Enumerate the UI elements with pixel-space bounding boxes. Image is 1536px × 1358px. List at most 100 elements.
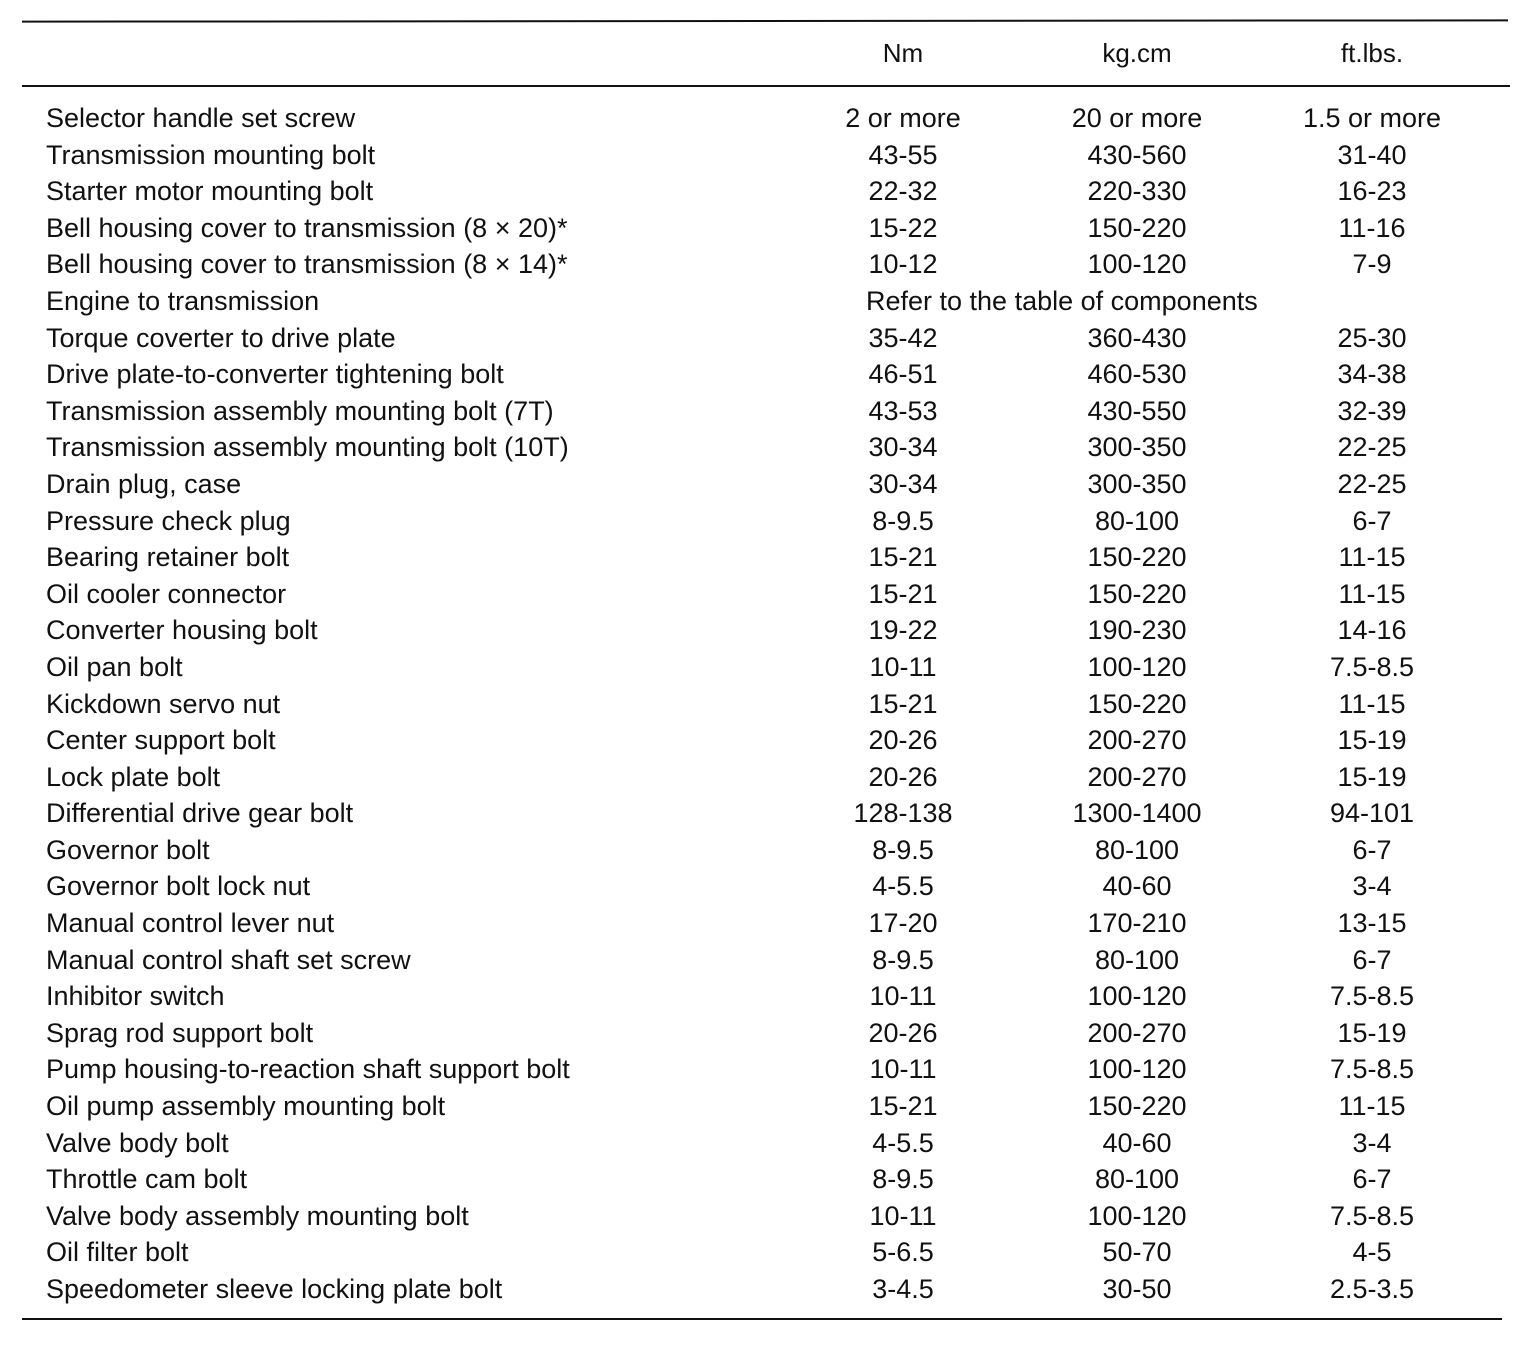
- header-divider-rule: [22, 85, 1510, 87]
- table-bottom-rule: [22, 1318, 1502, 1320]
- row-note: Refer to the table of components: [866, 285, 1258, 316]
- table-row: Kickdown servo nut 15-21 150-220 11-15: [0, 686, 1536, 723]
- cell-nm: 4-5.5: [872, 871, 934, 902]
- cell-ftlbs: 11-15: [1338, 578, 1406, 609]
- cell-ftlbs: 11-15: [1338, 1091, 1406, 1122]
- cell-kgcm: 150-220: [1087, 1091, 1187, 1122]
- cell-kgcm: 20 or more: [1071, 103, 1203, 133]
- row-label: Valve body assembly mounting bolt: [46, 1200, 469, 1231]
- table-row: Transmission assembly mounting bolt (7T)…: [0, 393, 1536, 430]
- table-row: Transmission mounting bolt 43-55 430-560 31…: [0, 137, 1536, 174]
- column-header-kgcm: kg.cm: [1102, 38, 1172, 68]
- row-label: Inhibitor switch: [46, 981, 225, 1012]
- row-label: Drain plug, case: [46, 468, 242, 499]
- cell-nm: 19-22: [868, 615, 938, 646]
- row-label: Sprag rod support bolt: [46, 1017, 314, 1048]
- cell-nm: 10-11: [869, 981, 937, 1012]
- cell-ftlbs: 3-4: [1352, 871, 1392, 902]
- cell-kgcm: 150-220: [1087, 542, 1187, 573]
- cell-nm: 8-9.5: [872, 944, 934, 975]
- cell-nm: 17-20: [868, 908, 938, 939]
- row-label: Starter motor mounting bolt: [46, 176, 374, 207]
- cell-nm: 30-34: [868, 468, 938, 499]
- cell-nm: 8-9.5: [872, 1164, 934, 1195]
- table-row: Governor bolt lock nut 4-5.5 40-60 3-4: [0, 868, 1536, 905]
- cell-nm: 43-53: [868, 395, 938, 426]
- cell-nm: 15-21: [868, 578, 938, 609]
- table-row: Oil filter bolt 5-6.5 50-70 4-5: [0, 1234, 1536, 1271]
- table-row: Starter motor mounting bolt 22-32 220-330 1…: [0, 173, 1536, 210]
- cell-ftlbs: 7.5-8.5: [1329, 981, 1415, 1012]
- cell-ftlbs: 6-7: [1352, 505, 1392, 536]
- row-label: Kickdown servo nut: [46, 688, 281, 719]
- cell-ftlbs: 32-39: [1337, 395, 1407, 426]
- row-label: Lock plate bolt: [46, 761, 221, 792]
- cell-kgcm: 150-220: [1087, 688, 1187, 719]
- table-row: Manual control lever nut 17-20 170-210 13-1…: [0, 905, 1536, 942]
- cell-nm: 20-26: [868, 1017, 938, 1048]
- cell-kgcm: 170-210: [1087, 908, 1187, 939]
- cell-kgcm: 150-220: [1087, 212, 1187, 243]
- cell-nm: 46-51: [868, 359, 938, 390]
- cell-ftlbs: 11-15: [1338, 688, 1406, 719]
- cell-kgcm: 190-230: [1087, 615, 1187, 646]
- cell-kgcm: 300-350: [1087, 468, 1187, 499]
- cell-nm: 20-26: [868, 761, 938, 792]
- cell-kgcm: 200-270: [1087, 761, 1187, 792]
- column-header-nm: Nm: [882, 38, 924, 68]
- table-row: Valve body assembly mounting bolt 10-11 10…: [0, 1198, 1536, 1235]
- cell-kgcm: 80-100: [1094, 834, 1180, 865]
- cell-ftlbs: 6-7: [1352, 1164, 1392, 1195]
- cell-ftlbs: 11-16: [1338, 212, 1406, 243]
- cell-ftlbs: 2.5-3.5: [1329, 1274, 1415, 1304]
- table-row: Speedometer sleeve locking plate bolt 3-4…: [0, 1271, 1536, 1308]
- column-header-ftlbs: ft.lbs.: [1340, 38, 1404, 68]
- table-row: Oil cooler connector 15-21 150-220 11-15: [0, 576, 1536, 613]
- cell-ftlbs: 31-40: [1337, 139, 1407, 170]
- table-row: Lock plate bolt 20-26 200-270 15-19: [0, 759, 1536, 796]
- cell-nm: 30-34: [868, 432, 938, 463]
- table-row: Inhibitor switch 10-11 100-120 7.5-8.5: [0, 978, 1536, 1015]
- cell-kgcm: 220-330: [1087, 176, 1187, 207]
- cell-kgcm: 460-530: [1087, 359, 1187, 390]
- cell-ftlbs: 94-101: [1329, 798, 1415, 829]
- cell-ftlbs: 14-16: [1337, 615, 1407, 646]
- row-label: Speedometer sleeve locking plate bolt: [46, 1274, 503, 1304]
- table-row: Pressure check plug 8-9.5 80-100 6-7: [0, 503, 1536, 540]
- table-row: Drain plug, case 30-34 300-350 22-25: [0, 466, 1536, 503]
- cell-nm: 2 or more: [845, 103, 961, 133]
- table-row: Governor bolt 8-9.5 80-100 6-7: [0, 832, 1536, 869]
- cell-ftlbs: 15-19: [1337, 725, 1407, 756]
- cell-kgcm: 360-430: [1087, 322, 1187, 353]
- cell-nm: 10-11: [869, 651, 937, 682]
- cell-ftlbs: 22-25: [1337, 468, 1407, 499]
- cell-nm: 5-6.5: [872, 1237, 934, 1268]
- row-label: Throttle cam bolt: [46, 1164, 248, 1195]
- table-row: Transmission assembly mounting bolt (10T…: [0, 429, 1536, 466]
- table-row: Manual control shaft set screw 8-9.5 80-10…: [0, 942, 1536, 979]
- cell-nm: 22-32: [868, 176, 938, 207]
- row-label: Oil pump assembly mounting bolt: [46, 1091, 446, 1122]
- row-label: Converter housing bolt: [46, 615, 318, 646]
- row-label: Governor bolt lock nut: [46, 871, 311, 902]
- cell-nm: 128-138: [853, 798, 953, 829]
- table-row: Selector handle set screw 2 or more 20 or …: [0, 100, 1536, 137]
- cell-nm: 10-12: [868, 249, 938, 280]
- row-label: Transmission assembly mounting bolt (7T): [46, 395, 554, 426]
- cell-ftlbs: 6-7: [1352, 944, 1392, 975]
- cell-ftlbs: 16-23: [1337, 176, 1407, 207]
- row-label: Differential drive gear bolt: [46, 798, 354, 829]
- cell-kgcm: 430-560: [1087, 139, 1187, 170]
- table-top-rule: [21, 19, 1509, 23]
- cell-ftlbs: 22-25: [1337, 432, 1407, 463]
- table-row: Converter housing bolt 19-22 190-230 14-16: [0, 612, 1536, 649]
- torque-table-body: Selector handle set screw 2 or more 20 or …: [0, 100, 1536, 1308]
- cell-nm: 15-21: [868, 688, 938, 719]
- cell-nm: 15-22: [868, 212, 938, 243]
- cell-kgcm: 30-50: [1102, 1274, 1172, 1304]
- cell-kgcm: 80-100: [1094, 505, 1180, 536]
- cell-nm: 8-9.5: [872, 834, 934, 865]
- row-label: Selector handle set screw: [46, 103, 356, 133]
- row-label: Bell housing cover to transmission (8 × …: [46, 212, 568, 243]
- table-row: Valve body bolt 4-5.5 40-60 3-4: [0, 1125, 1536, 1162]
